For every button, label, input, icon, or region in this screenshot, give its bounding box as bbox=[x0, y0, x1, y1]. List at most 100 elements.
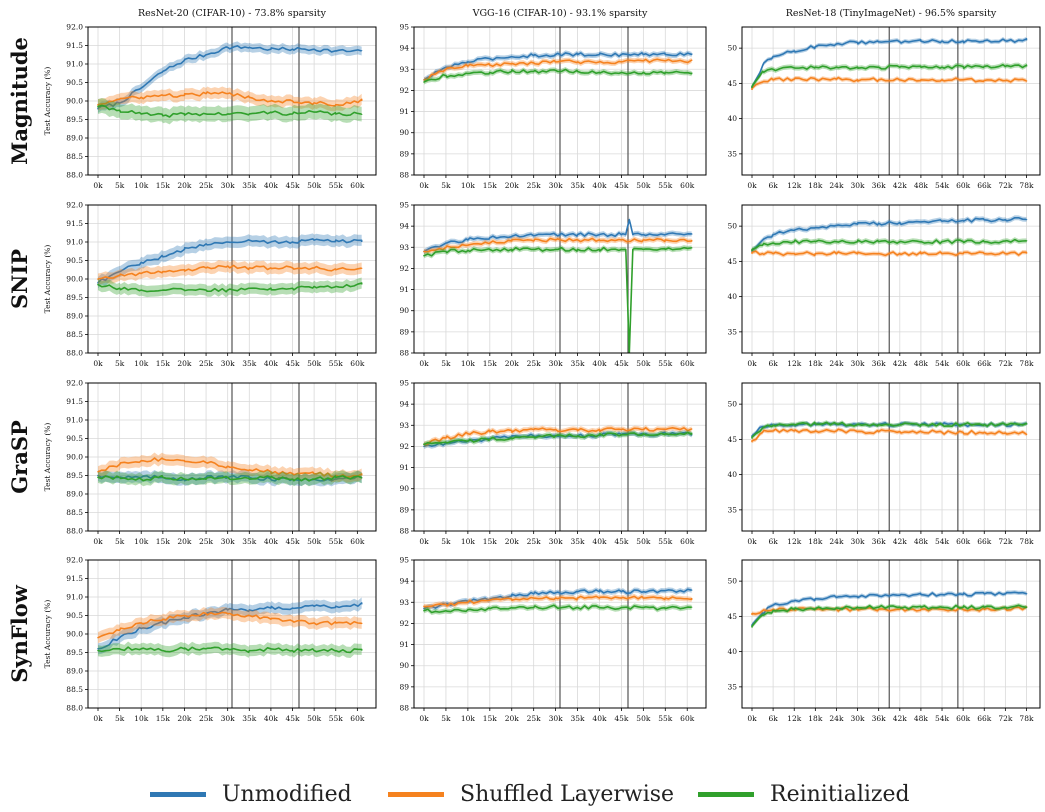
x-tick-label: 35k bbox=[571, 714, 586, 723]
x-tick-label: 25k bbox=[199, 537, 214, 546]
x-tick-label: 40k bbox=[264, 714, 279, 723]
band-unmodified bbox=[752, 215, 1027, 255]
x-tick-label: 5k bbox=[441, 714, 451, 723]
legend-swatch-unmodified bbox=[150, 791, 206, 797]
y-tick-label: 88.0 bbox=[66, 527, 83, 536]
legend-label-unmodified: Unmodified bbox=[222, 781, 352, 807]
plot-area bbox=[97, 41, 363, 125]
x-tick-label: 12k bbox=[787, 181, 802, 190]
plot-area bbox=[97, 233, 363, 298]
x-tick-label: 15k bbox=[483, 537, 498, 546]
y-tick-label: 92.0 bbox=[66, 23, 83, 32]
row-label-grasp: GraSP bbox=[7, 420, 32, 494]
x-tick-label: 5k bbox=[441, 181, 451, 190]
x-tick-label: 40k bbox=[592, 714, 607, 723]
y-tick-label: 88 bbox=[399, 171, 409, 180]
x-tick-label: 66k bbox=[977, 359, 992, 368]
axes-frame bbox=[741, 204, 1041, 354]
x-tick-label: 42k bbox=[893, 181, 908, 190]
x-tick-label: 12k bbox=[787, 714, 802, 723]
x-tick-label: 0k bbox=[419, 537, 429, 546]
x-tick-label: 5k bbox=[115, 714, 125, 723]
x-tick-label: 30k bbox=[221, 714, 236, 723]
plot-area bbox=[423, 50, 693, 85]
x-tick-label: 15k bbox=[156, 714, 171, 723]
x-tick-label: 36k bbox=[872, 359, 887, 368]
y-tick-label: 90.0 bbox=[66, 630, 83, 639]
x-tick-label: 10k bbox=[461, 181, 476, 190]
series-line-shuffled-layerwise bbox=[423, 595, 693, 608]
x-tick-label: 0k bbox=[93, 359, 103, 368]
y-tick-label: 91.5 bbox=[66, 219, 83, 228]
panel-snip-col2: 0k 6k 12k 18k 24k 30k 36k 42k 48k 54k 60k 66k 72k 78k… bbox=[727, 204, 1041, 368]
x-tick-label: 50k bbox=[636, 714, 651, 723]
y-tick-label: 40 bbox=[727, 114, 737, 123]
y-tick-label: 89 bbox=[399, 327, 409, 336]
band-reinitialized bbox=[98, 98, 362, 125]
series-line-unmodified bbox=[751, 216, 1028, 253]
series-line-reinitialized bbox=[423, 246, 693, 353]
x-tick-label: 45k bbox=[614, 714, 629, 723]
y-tick-label: 50 bbox=[727, 400, 737, 409]
x-tick-label: 36k bbox=[872, 714, 887, 723]
row-label-magnitude: Magnitude bbox=[7, 37, 32, 165]
axes-frame bbox=[413, 26, 707, 176]
band-shuffled-layerwise bbox=[424, 56, 692, 83]
x-tick-label: 55k bbox=[658, 181, 673, 190]
x-tick-label: 0k bbox=[93, 714, 103, 723]
x-tick-label: 60k bbox=[350, 714, 365, 723]
y-tick-label: 88.5 bbox=[66, 330, 83, 339]
x-tick-label: 6k bbox=[768, 714, 778, 723]
x-tick-label: 10k bbox=[134, 181, 149, 190]
series-line-shuffled-layerwise bbox=[751, 76, 1028, 91]
y-tick-label: 90.5 bbox=[66, 78, 83, 87]
y-tick-label: 40 bbox=[727, 292, 737, 301]
x-tick-label: 55k bbox=[329, 359, 344, 368]
x-tick-label: 0k bbox=[419, 714, 429, 723]
x-tick-label: 54k bbox=[935, 714, 950, 723]
x-tick-label: 45k bbox=[285, 181, 300, 190]
series-line-reinitialized bbox=[97, 474, 363, 482]
x-tick-label: 24k bbox=[829, 181, 844, 190]
y-tick-label: 92 bbox=[399, 442, 409, 451]
y-tick-label: 94 bbox=[399, 222, 409, 231]
x-tick-label: 30k bbox=[221, 181, 236, 190]
y-tick-label: 90.5 bbox=[66, 256, 83, 265]
x-tick-label: 50k bbox=[307, 181, 322, 190]
x-tick-label: 25k bbox=[527, 181, 542, 190]
x-tick-label: 40k bbox=[592, 537, 607, 546]
x-tick-label: 55k bbox=[329, 714, 344, 723]
x-tick-label: 72k bbox=[998, 537, 1013, 546]
x-tick-label: 18k bbox=[808, 359, 823, 368]
y-tick-label: 89 bbox=[399, 505, 409, 514]
legend-swatch-shuffled bbox=[388, 791, 444, 797]
y-tick-label: 93 bbox=[399, 598, 409, 607]
y-axis-label: Test Accuracy (%) bbox=[43, 67, 52, 136]
band-reinitialized bbox=[752, 62, 1027, 91]
x-tick-label: 25k bbox=[199, 359, 214, 368]
x-tick-label: 66k bbox=[977, 537, 992, 546]
band-reinitialized bbox=[98, 277, 362, 298]
y-tick-label: 88.0 bbox=[66, 704, 83, 713]
panel-grasp-col0: 0k 5k 10k 15k 20k 25k 30k 35k 40k 45k 50k 55k 60k 88.… bbox=[43, 379, 377, 546]
x-tick-label: 30k bbox=[851, 714, 866, 723]
series-line-reinitialized bbox=[751, 238, 1028, 251]
panel-synflow-col1: 0k 5k 10k 15k 20k 25k 30k 35k 40k 45k 50k 55k 60k 88 8… bbox=[399, 556, 707, 723]
x-tick-label: 35k bbox=[242, 181, 257, 190]
row-label-synflow: SynFlow bbox=[7, 584, 32, 683]
y-tick-label: 90.0 bbox=[66, 97, 83, 106]
series-line-reinitialized bbox=[423, 604, 693, 614]
x-tick-label: 5k bbox=[115, 181, 125, 190]
x-tick-label: 5k bbox=[115, 359, 125, 368]
x-tick-label: 78k bbox=[1019, 714, 1034, 723]
column-title-1: VGG-16 (CIFAR-10) - 93.1% sparsity bbox=[472, 8, 648, 19]
y-tick-label: 91 bbox=[399, 463, 409, 472]
x-tick-label: 60k bbox=[350, 181, 365, 190]
x-tick-label: 0k bbox=[747, 359, 757, 368]
x-tick-label: 50k bbox=[636, 181, 651, 190]
panel-synflow-col0: 0k 5k 10k 15k 20k 25k 30k 35k 40k 45k 50k 55k 60k 88.… bbox=[43, 556, 377, 723]
x-tick-label: 48k bbox=[914, 714, 929, 723]
x-tick-label: 18k bbox=[808, 537, 823, 546]
y-tick-label: 90.5 bbox=[66, 434, 83, 443]
